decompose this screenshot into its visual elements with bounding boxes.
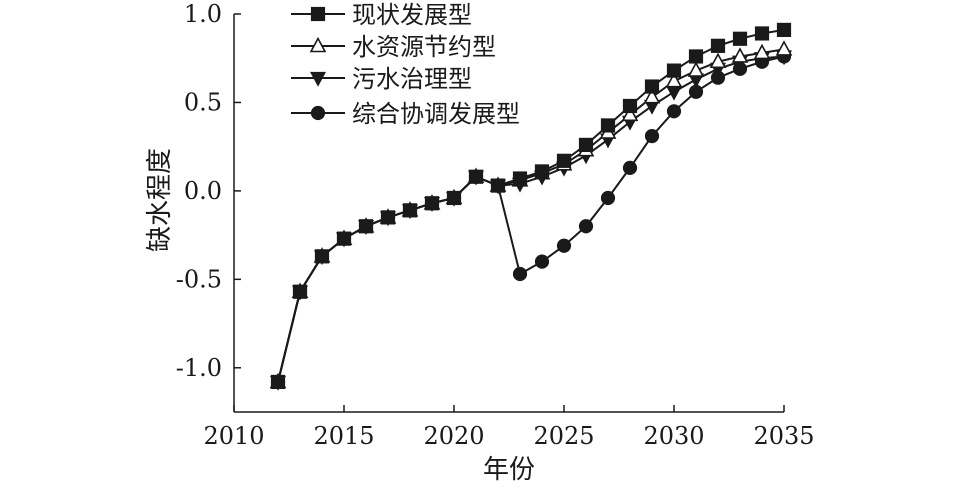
data-point xyxy=(402,203,418,218)
data-point xyxy=(534,164,550,179)
data-point xyxy=(688,49,704,64)
data-point xyxy=(687,61,705,77)
data-point xyxy=(709,52,727,69)
series-layer xyxy=(269,22,793,391)
data-point xyxy=(710,38,726,53)
data-point xyxy=(775,40,793,56)
data-point xyxy=(490,178,506,193)
data-point xyxy=(270,374,286,390)
x-tick-label: 2010 xyxy=(203,422,264,450)
x-ticks: 2010 2015 2020 2025 2030 2035 xyxy=(203,405,815,450)
data-point xyxy=(644,128,660,144)
data-point xyxy=(336,231,352,246)
legend-marker xyxy=(310,6,326,22)
legend-item: 现状发展型 xyxy=(291,1,472,29)
legend-label: 水资源节约型 xyxy=(352,33,496,61)
data-point xyxy=(753,43,771,60)
legend-item: 水资源节约型 xyxy=(291,33,496,61)
data-point xyxy=(666,63,682,78)
data-point xyxy=(534,254,550,269)
data-point xyxy=(380,210,396,225)
legend-marker xyxy=(309,71,327,87)
series-0 xyxy=(270,22,792,390)
legend-label: 现状发展型 xyxy=(352,1,472,29)
data-point xyxy=(358,219,374,234)
data-point xyxy=(621,105,639,122)
data-point xyxy=(292,284,308,299)
data-point xyxy=(731,47,749,63)
legend-marker xyxy=(310,105,326,121)
x-tick-label: 2030 xyxy=(643,422,704,450)
x-tick-label: 2025 xyxy=(533,422,594,450)
data-point xyxy=(665,72,683,88)
axes xyxy=(233,14,784,413)
y-ticks: 1.0 0.5 0.0 -0.5 -1.0 xyxy=(176,0,241,382)
series-2 xyxy=(269,50,793,391)
x-axis-label: 年份 xyxy=(483,455,535,485)
data-point xyxy=(600,190,616,206)
data-point xyxy=(512,266,528,282)
data-point xyxy=(556,238,572,253)
data-point xyxy=(622,98,638,114)
y-axis-label: 缺水程度 xyxy=(145,148,175,252)
legend-label: 综合协调发展型 xyxy=(352,100,520,128)
data-point xyxy=(732,31,748,46)
x-tick-label: 2035 xyxy=(753,422,814,450)
legend-item: 污水治理型 xyxy=(291,65,472,93)
series-1 xyxy=(269,40,793,389)
x-tick-label: 2015 xyxy=(313,422,374,450)
y-tick-label: 1.0 xyxy=(184,0,222,28)
data-point xyxy=(314,249,330,264)
series-3 xyxy=(270,49,792,390)
data-point xyxy=(644,79,660,94)
data-point xyxy=(578,137,594,152)
legend-marker xyxy=(309,36,327,53)
data-point xyxy=(446,190,462,206)
y-tick-label: -1.0 xyxy=(176,354,222,382)
data-point xyxy=(622,160,638,175)
data-point xyxy=(424,196,440,211)
data-point xyxy=(600,118,616,133)
data-point xyxy=(666,104,682,119)
data-point xyxy=(468,169,484,184)
y-tick-label: 0.0 xyxy=(184,177,222,205)
data-point xyxy=(578,219,594,234)
y-tick-label: -0.5 xyxy=(176,265,222,293)
x-tick-label: 2020 xyxy=(423,422,484,450)
y-tick-label: 0.5 xyxy=(184,88,222,116)
legend-item: 综合协调发展型 xyxy=(291,100,520,128)
data-point xyxy=(556,153,572,168)
data-point xyxy=(643,87,661,104)
data-point xyxy=(512,171,528,186)
legend-label: 污水治理型 xyxy=(352,65,472,93)
data-point xyxy=(776,22,792,38)
data-point xyxy=(665,85,683,101)
data-point xyxy=(754,26,770,41)
